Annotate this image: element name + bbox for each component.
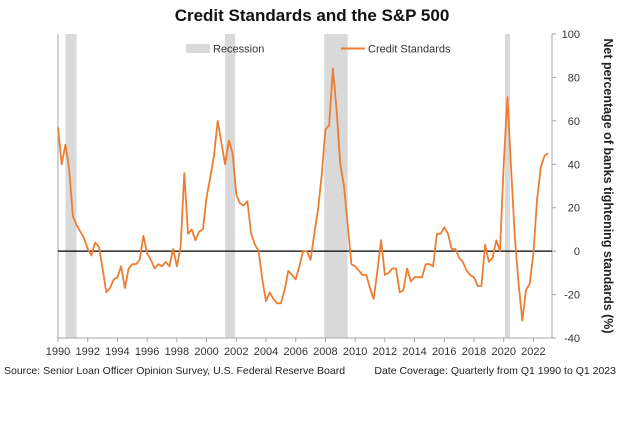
y-tick-label: 20: [568, 203, 580, 215]
x-tick-label: 2016: [432, 346, 456, 358]
x-tick-label: 2008: [313, 346, 337, 358]
y-tick-labels: -40 -20 0 20 40 60 80 100: [552, 29, 580, 345]
series-points: [58, 69, 548, 321]
y-tick-label: 80: [568, 72, 580, 84]
x-tick-label: 1992: [75, 346, 99, 358]
x-tick-label: 2006: [283, 346, 307, 358]
y-tick-label: 0: [574, 246, 580, 258]
y-tick-label: -40: [564, 333, 580, 345]
x-tick-label: 2012: [373, 346, 397, 358]
x-tick-labels: 1990 1992 1994 1996 1998 2000 2002 2004 2006 2008…: [46, 338, 546, 358]
source-note: Source: Senior Loan Officer Opinion Surv…: [4, 365, 346, 377]
x-tick-label: 2002: [224, 346, 248, 358]
x-tick-label: 2014: [402, 346, 426, 358]
x-tick-label: 2000: [194, 346, 218, 358]
x-tick-label: 1996: [135, 346, 159, 358]
x-tick-label: 1998: [165, 346, 189, 358]
chart-legend: Recession Credit Standards: [186, 44, 451, 56]
x-tick-label: 2004: [254, 346, 278, 358]
recession-bands: [65, 34, 510, 338]
y-tick-label: 100: [562, 29, 580, 41]
x-tick-label: 2022: [521, 346, 545, 358]
series-line-credit-standards: [57, 67, 549, 322]
x-tick-label: 1994: [105, 346, 129, 358]
y-tick-label: -20: [564, 290, 580, 302]
y-tick-label: 60: [568, 116, 580, 128]
legend-recession-label: Recession: [213, 44, 264, 56]
y-tick-label: 40: [568, 159, 580, 171]
chart-title: Credit Standards and the S&P 500: [174, 6, 450, 25]
y-axis-label: Net percentage of banks tightening stand…: [601, 38, 615, 333]
x-tick-label: 2020: [491, 346, 515, 358]
chart-axes: [57, 34, 553, 339]
recession-band-4: [504, 34, 510, 338]
legend-recession-swatch: [186, 44, 210, 53]
legend-series-label: Credit Standards: [368, 44, 451, 56]
x-tick-label: 2010: [343, 346, 367, 358]
recession-band-2: [225, 34, 236, 338]
x-tick-label: 2018: [462, 346, 486, 358]
date-coverage-note: Date Coverage: Quarterly from Q1 1990 to…: [374, 365, 616, 377]
x-tick-label: 1990: [46, 346, 70, 358]
